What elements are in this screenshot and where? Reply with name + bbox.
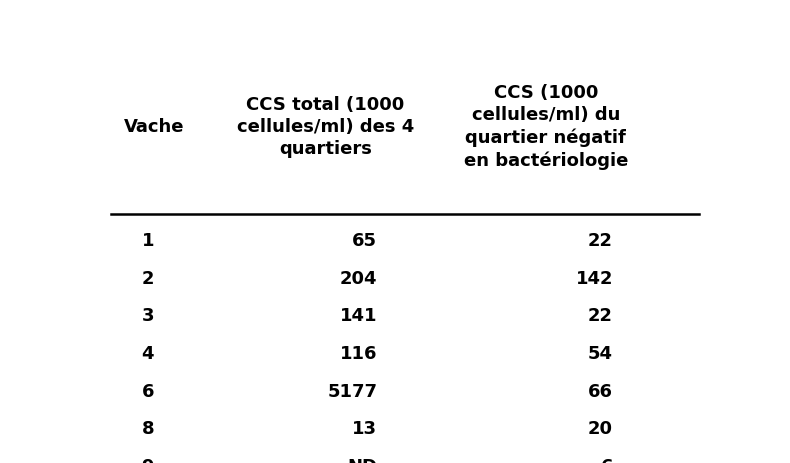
Text: CCS (1000
cellules/ml) du
quartier négatif
en bactériologie: CCS (1000 cellules/ml) du quartier négat… <box>464 84 628 170</box>
Text: 22: 22 <box>588 307 613 325</box>
Text: 22: 22 <box>588 232 613 250</box>
Text: 5177: 5177 <box>327 382 378 400</box>
Text: 4: 4 <box>141 344 154 362</box>
Text: 6: 6 <box>600 457 613 463</box>
Text: 204: 204 <box>340 269 378 288</box>
Text: ND: ND <box>348 457 378 463</box>
Text: 6: 6 <box>141 382 154 400</box>
Text: 9: 9 <box>141 457 154 463</box>
Text: 116: 116 <box>340 344 378 362</box>
Text: CCS total (1000
cellules/ml) des 4
quartiers: CCS total (1000 cellules/ml) des 4 quart… <box>237 96 414 158</box>
Text: 1: 1 <box>141 232 154 250</box>
Text: 142: 142 <box>576 269 613 288</box>
Text: 66: 66 <box>588 382 613 400</box>
Text: 141: 141 <box>340 307 378 325</box>
Text: 20: 20 <box>588 419 613 437</box>
Text: 3: 3 <box>141 307 154 325</box>
Text: 65: 65 <box>352 232 378 250</box>
Text: 54: 54 <box>588 344 613 362</box>
Text: 2: 2 <box>141 269 154 288</box>
Text: 8: 8 <box>141 419 154 437</box>
Text: 13: 13 <box>352 419 378 437</box>
Text: Vache: Vache <box>123 118 184 136</box>
